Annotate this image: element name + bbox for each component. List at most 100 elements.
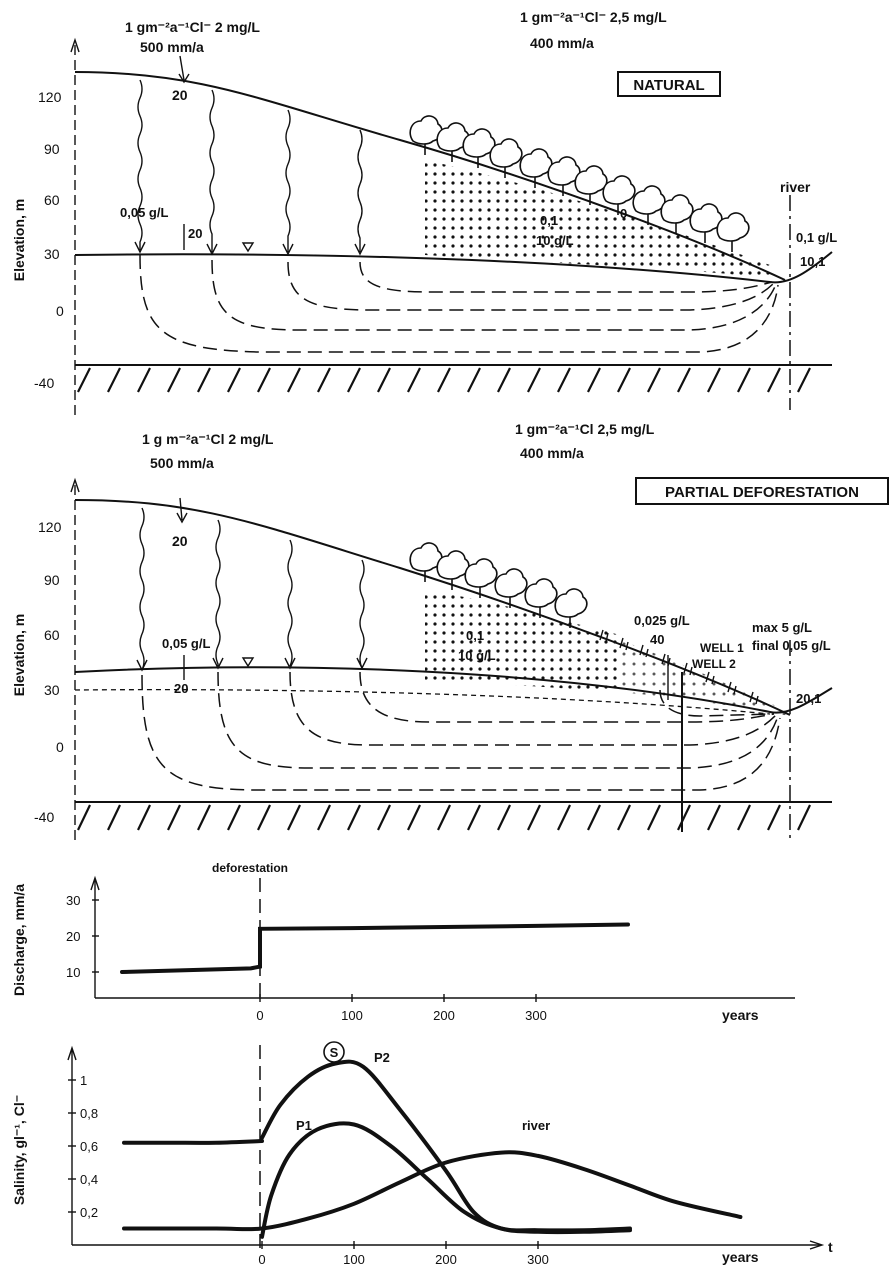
- salinity-ytick: 0,8: [80, 1106, 98, 1121]
- salinity-xtick: 100: [343, 1252, 365, 1267]
- salinity-p2-label: P2: [374, 1050, 390, 1065]
- partial-original-water-table: [74, 688, 771, 715]
- partial-y-arrow: [70, 477, 80, 493]
- partial-river-value: 20,1: [796, 691, 821, 706]
- discharge-ytick: 30: [66, 893, 80, 908]
- partial-saline-zone: [425, 590, 620, 692]
- natural-label-0: 0: [620, 206, 627, 221]
- partial-input-left-1: 1 g m⁻²a⁻¹Cl 2 mg/L: [142, 431, 274, 447]
- salinity-ytick: 0,4: [80, 1172, 98, 1187]
- partial-ytick: 60: [44, 627, 60, 643]
- natural-input-left-1: 1 gm⁻²a⁻¹Cl⁻ 2 mg/L: [125, 19, 260, 35]
- partial-bedrock-hatch: [77, 804, 811, 831]
- partial-y-label: Elevation, m: [11, 614, 27, 696]
- partial-title-box: [635, 477, 889, 505]
- partial-ytick: 30: [44, 682, 60, 698]
- salinity-ytick: 0,6: [80, 1139, 98, 1154]
- salinity-x-unit: years: [722, 1249, 759, 1265]
- natural-ytick: -40: [34, 375, 54, 391]
- partial-land-surface: [74, 499, 791, 716]
- discharge-xtick: 300: [525, 1008, 547, 1023]
- natural-water-table: [74, 251, 833, 284]
- natural-input-right-2: 400 mm/a: [530, 35, 594, 51]
- salinity-x-arrow: [809, 1240, 825, 1250]
- salinity-t-label: t: [828, 1239, 833, 1255]
- natural-panel: 1 gm⁻²a⁻¹Cl⁻ 2 mg/L 500 mm/a 1 gm⁻²a⁻¹Cl…: [11, 9, 837, 415]
- salinity-xtick: 0: [258, 1252, 265, 1267]
- salinity-y-label: Salinity, gl⁻¹, Cl⁻: [11, 1095, 27, 1205]
- partial-well2-label: WELL 2: [692, 657, 736, 671]
- salinity-s-marker: [323, 1041, 345, 1063]
- natural-bedrock-hatch: [77, 367, 811, 393]
- natural-ytick: 90: [44, 141, 60, 157]
- partial-well1-label: WELL 1: [700, 641, 744, 655]
- partial-label-005: 0,05 g/L: [162, 636, 210, 651]
- salinity-ytick: 0,2: [80, 1205, 98, 1220]
- discharge-ytick: 20: [66, 929, 80, 944]
- natural-recharge-arrows: [134, 79, 366, 256]
- partial-label-0025: 0,025 g/L: [634, 613, 690, 628]
- natural-title: NATURAL: [633, 77, 704, 94]
- partial-cleared-vegetation: [599, 629, 759, 705]
- natural-ytick: 30: [44, 246, 60, 262]
- natural-input-left-2: 500 mm/a: [140, 39, 204, 55]
- partial-label-10gl: 10 g/L: [458, 648, 496, 663]
- salinity-s-label: S: [330, 1045, 339, 1060]
- partial-panel: 1 g m⁻²a⁻¹Cl 2 mg/L 500 mm/a 1 gm⁻²a⁻¹Cl…: [11, 421, 889, 840]
- salinity-y-arrow: [67, 1045, 77, 1061]
- natural-river-value: 10,1: [800, 254, 825, 269]
- natural-ytick: 60: [44, 192, 60, 208]
- natural-flow-lines: [139, 254, 779, 353]
- partial-input-left-2: 500 mm/a: [150, 455, 214, 471]
- discharge-chart: deforestation Discharge, mm/a 30 20 10 0 10…: [11, 861, 795, 1023]
- natural-river-label: river: [780, 179, 811, 195]
- partial-recharge-arrows: [136, 507, 368, 672]
- partial-label-20-top: 20: [172, 533, 188, 549]
- natural-input-right-1: 1 gm⁻²a⁻¹Cl⁻ 2,5 mg/L: [520, 9, 667, 25]
- salinity-series-p2: [260, 1059, 632, 1235]
- natural-title-box: [617, 71, 721, 97]
- discharge-series-line: [120, 922, 630, 974]
- salinity-series-s: [122, 1139, 264, 1145]
- partial-ytick: 90: [44, 572, 60, 588]
- natural-y-ticks: 120 90 60 30 0 -40: [34, 89, 64, 391]
- discharge-x-unit: years: [722, 1007, 759, 1023]
- natural-y-arrow: [70, 37, 80, 53]
- salinity-series-p1: [260, 1121, 632, 1239]
- salinity-xtick: 200: [435, 1252, 457, 1267]
- natural-input-arrow: [178, 55, 190, 84]
- natural-label-10gl: 10 g/L: [536, 233, 574, 248]
- natural-ytick: 120: [38, 89, 62, 105]
- natural-label-005: 0,05 g/L: [120, 205, 168, 220]
- natural-river-salinity: 0,1 g/L: [796, 230, 837, 245]
- salinity-xtick: 300: [527, 1252, 549, 1267]
- discharge-ytick: 10: [66, 965, 80, 980]
- natural-label-20-top: 20: [172, 87, 188, 103]
- natural-ytick: 0: [56, 303, 64, 319]
- discharge-xtick: 0: [256, 1008, 263, 1023]
- partial-max-label: max 5 g/L: [752, 620, 812, 635]
- natural-label-20-wt: 20: [188, 226, 202, 241]
- salinity-chart: t Salinity, gl⁻¹, Cl⁻ 1 0,8 0,6 0,4 0,2 0 100…: [11, 1041, 833, 1267]
- salinity-river-label: river: [522, 1118, 550, 1133]
- partial-ytick: -40: [34, 809, 54, 825]
- partial-water-table: [74, 666, 833, 714]
- natural-saline-zone: [425, 160, 770, 278]
- salinity-ytick: 1: [80, 1073, 87, 1088]
- partial-title: PARTIAL DEFORESTATION: [665, 484, 859, 501]
- partial-final-label: final 0,05 g/L: [752, 638, 831, 653]
- partial-label-20-wt: 20: [174, 681, 188, 696]
- partial-input-right-1: 1 gm⁻²a⁻¹Cl 2,5 mg/L: [515, 421, 655, 437]
- discharge-xtick: 200: [433, 1008, 455, 1023]
- partial-input-right-2: 400 mm/a: [520, 445, 584, 461]
- partial-label-01: 0,1: [466, 628, 484, 643]
- partial-label-40: 40: [650, 632, 664, 647]
- salinity-series-river: [122, 1150, 743, 1232]
- natural-y-label: Elevation, m: [11, 199, 27, 281]
- partial-water-table-symbol: [241, 657, 255, 668]
- partial-input-arrow: [176, 497, 188, 524]
- salinity-p1-label: P1: [296, 1118, 312, 1133]
- discharge-xtick: 100: [341, 1008, 363, 1023]
- natural-label-01: 0,1: [540, 213, 558, 228]
